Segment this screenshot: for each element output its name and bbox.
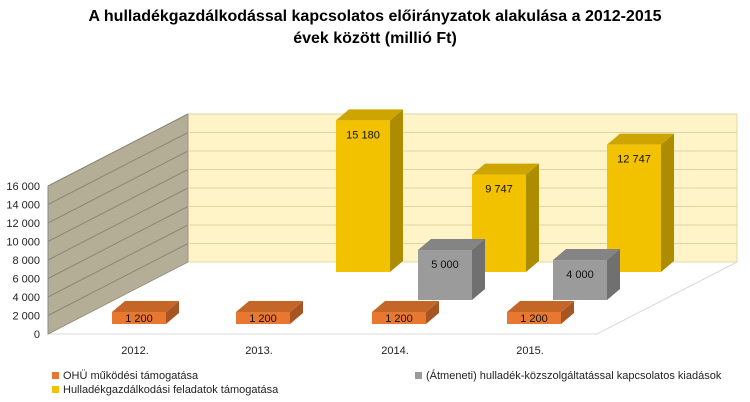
bar-top [112,301,179,313]
data-label: 1 200 [385,313,413,325]
legend-label-atmeneti: (Átmeneti) hulladék-közszolgáltatással k… [426,370,722,382]
data-label: 5 000 [431,259,459,271]
legend-item-hulladek: Hulladékgazdálkodási feladatok támogatás… [52,384,278,396]
bar-front [336,120,390,272]
bar-front [553,260,607,300]
bar-top [607,133,674,145]
bar-1-3: 4 000 [553,249,620,300]
bars: 15 180 9 747 12 747 5 000 4 000 1 200 1 200 1 2… [112,109,674,325]
bar-side [561,301,574,324]
chart-title-line-1: A hulladékgazdálkodással kapcsolatos elő… [88,8,662,25]
bar-side [472,239,485,300]
data-label: 1 200 [520,313,548,325]
y-tick-label: 8 000 [12,255,40,267]
bar-front [507,312,561,324]
bar-top [236,301,303,313]
data-label: 15 180 [346,129,380,141]
gridline-side [47,243,189,316]
bar-side [390,109,403,272]
data-label: 1 200 [125,313,153,325]
bar-top [507,301,574,313]
y-tick-label: 4 000 [12,292,40,304]
bar-1-2: 5 000 [418,239,485,300]
y-tick-label: 6 000 [12,274,40,286]
x-tick-label: 2014. [381,345,409,357]
bar-front [236,312,290,324]
bar-side [661,133,674,272]
legend-item-atmeneti: (Átmeneti) hulladék-közszolgáltatással k… [415,370,721,382]
data-label: 12 747 [617,154,651,166]
legend-swatch-hulladek [52,386,59,393]
y-tick-label: 2 000 [12,311,40,323]
legend-label-hulladek: Hulladékgazdálkodási feladatok támogatás… [63,384,279,396]
bar-2-1: 15 180 [336,109,403,272]
gridline-side [47,113,189,187]
data-label: 9 747 [485,184,513,196]
y-tick-label: 14 000 [6,200,40,212]
legend-swatch-atmeneti [415,372,422,379]
y-tick-label: 16 000 [6,181,40,193]
bar-side [526,163,539,272]
bar-top [336,109,403,121]
y-tick-label: 12 000 [6,218,40,230]
bar-top [372,301,439,313]
bar-front [418,250,472,300]
x-tick-label: 2015. [516,345,544,357]
bar-top [418,239,485,251]
chart-title: A hulladékgazdálkodással kapcsolatos elő… [0,6,750,50]
gridline-side [47,132,189,205]
x-tick-label: 2013. [245,345,273,357]
bar-0-2: 1 200 [372,301,439,325]
bar-0-1: 1 200 [236,301,303,325]
x-tick-label: 2012. [121,345,149,357]
bar-top [472,163,539,175]
bar-top [553,249,620,261]
chart-title-line-2: évek között (millió Ft) [293,30,457,47]
y-tick-label: 0 [34,329,40,341]
gridline-side [47,187,189,261]
legend-item-ohu: OHÜ működési támogatása [52,370,198,382]
y-tick-label: 10 000 [6,237,40,249]
legend-swatch-ohu [52,372,59,379]
bar-side [426,301,439,324]
bar-0-0: 1 200 [112,301,179,325]
data-label: 4 000 [566,269,594,281]
bar-side [607,249,620,300]
legend-label-ohu: OHÜ működési támogatása [63,370,199,382]
gridline-side [47,224,189,298]
data-label: 1 200 [249,313,277,325]
bar-0-3: 1 200 [507,301,574,325]
x-axis: 2012. 2013. 2014. 2015. [121,345,544,357]
bar-side [290,301,303,324]
bar-front [112,312,166,324]
gridline-side [47,206,189,279]
bar-side [166,301,179,324]
bar-front [372,312,426,324]
y-axis: 0 2 000 4 000 6 000 8 000 10 000 12 000 14 000 1… [6,181,49,341]
gridline-side [47,150,189,224]
gridline-side [47,169,189,242]
